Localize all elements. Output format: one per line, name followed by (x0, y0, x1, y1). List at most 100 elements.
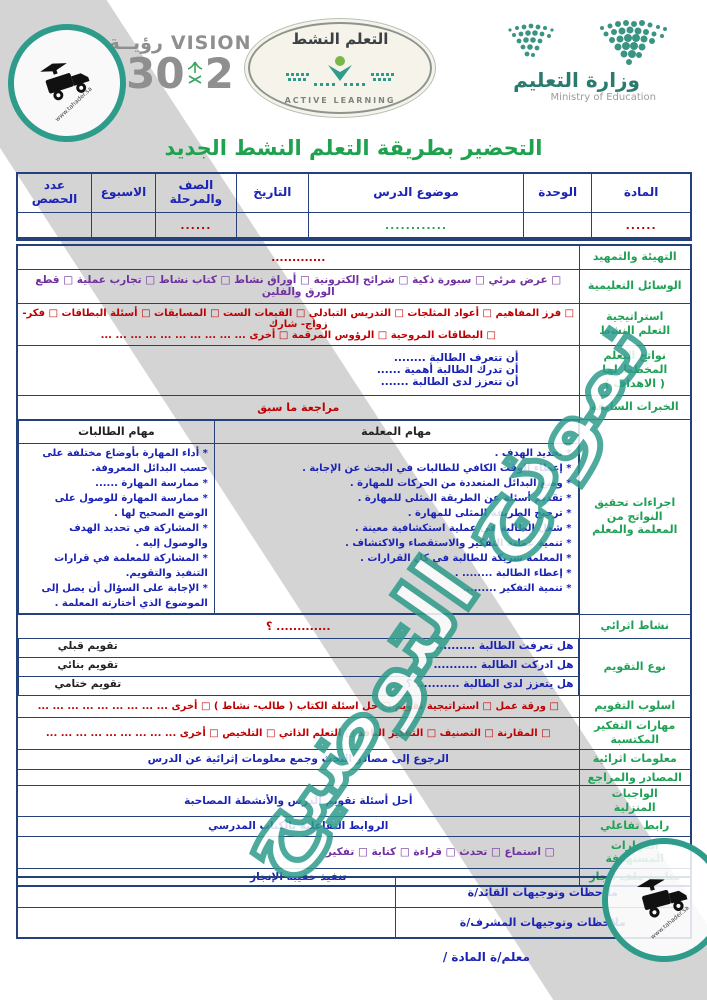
vision-year-left: 2 (204, 49, 234, 98)
teacher-task: * تقديم أسئلة عن الطريقة المثلى للمهارة … (357, 492, 572, 504)
row-prior-experiences: الخبرات السابقة مراجعة ما سبق (16, 394, 692, 420)
teacher-signature-label: معلم/ة المادة / (442, 950, 530, 964)
section-divider (16, 238, 692, 241)
teacher-task: * المعلمة شريكة للطالبة في كل القرارات . (360, 552, 572, 564)
tahader-stamp-icon: www.tahader.sa (588, 824, 707, 976)
evaluation-question: هل يتعزز لدى الطالبة ........... ؟ (156, 677, 578, 694)
row-warmup: التهيئة والتمهيد ............. (16, 244, 692, 270)
row-learning-outcomes: نواتج التعلم المخطط لها ( الاهداف ) أن ت… (16, 344, 692, 396)
row-enrichment-activity: نشاط اثرائي ............. ؟ (16, 613, 692, 639)
students-tasks-header: مهام الطالبات (18, 420, 215, 444)
row-interactive-link: رابط تفاعلي الروابط التفاعلية بالكتاب ال… (16, 815, 692, 837)
row-active-learning-strategy: استراتيجية التعلم النشط □ فرز المفاهيم □… (16, 302, 692, 346)
row-label: معلومات اثرائية (578, 748, 692, 770)
teacher-task: * إعطاء الوقت الكافي للطالبات في البحث ع… (302, 462, 572, 474)
teacher-task: * ترجيح الطريقة المثلى للمهارة . (407, 507, 572, 519)
teacher-task: * تنمية عملية التفكير والاستقصاء والاكتش… (345, 537, 572, 549)
info-value-unit (523, 212, 593, 239)
row-label: الوسائل التعليمية (578, 268, 692, 304)
row-evaluation-pre: نوع التقويم هل تعرفت الطالبة .......... … (16, 637, 692, 696)
row-label: التهيئة والتمهيد (578, 244, 692, 270)
vision-year-right: 30 (126, 49, 185, 98)
info-header-periods: عدد الحصص (16, 172, 92, 213)
row-label: الواجبات المنزلية (578, 785, 692, 817)
row-procedures: اجراءات تحقيق النواتج من المعلمة والمعلم… (16, 418, 692, 615)
evaluation-kind: تقويم ختامي (18, 677, 157, 694)
row-evaluation-formative: هل ادركت الطالبة ........... تقويم بنائي (16, 656, 691, 677)
vision-2030-logo: VISION رؤيــة 2 30 (105, 32, 255, 98)
row-sources-references: المصادر والمراجع (16, 768, 692, 787)
evaluation-question: هل ادركت الطالبة ........... (156, 658, 578, 675)
ministry-english-label: Ministry of Education (550, 92, 656, 103)
row-label: رابط تفاعلي (578, 815, 692, 837)
row-label: المصادر والمراجع (578, 768, 692, 787)
teacher-tasks-list: * تحديد الهدف . * إعطاء الوقت الكافي للط… (213, 442, 578, 613)
supervisor-notes-field (16, 907, 396, 939)
row-leader-notes: ملاحظات وتوجيهات القائد/ة (16, 876, 692, 908)
outcome-line: أن تدرك الطالبة أهمية ...... (376, 364, 519, 376)
row-label: نوع التقويم (578, 637, 692, 696)
info-value-lesson-topic: ............ (308, 212, 525, 239)
tahader-stamp-icon: www.tahader.sa (0, 8, 142, 158)
row-evaluation-summative: هل يتعزز لدى الطالبة ........... ؟ تقويم… (16, 675, 691, 696)
outcome-line: أن تتعزز لدى الطالبة ....... (380, 376, 519, 388)
teacher-task: * وضع البدائل المتعددة من الحركات للمهار… (349, 477, 572, 489)
student-task: * أداء المهارة بأوضاع مختلفة على حسب الب… (42, 447, 208, 474)
saudi-emblem-icon (187, 61, 202, 84)
truck-graduation-icon (40, 62, 90, 100)
student-task: * ممارسة المهارة ...... (95, 477, 208, 489)
notes-table: ملاحظات وتوجيهات القائد/ة ملاحظات وتوجيه… (16, 876, 692, 939)
page-header: VISION رؤيــة 2 30 التعلم النشط (0, 18, 707, 138)
teacher-task: * تنمية التفكير ......... (462, 582, 572, 594)
teacher-task: * تحديد الهدف . (494, 447, 572, 459)
info-header-subject: المادة (591, 172, 692, 213)
info-header-date: التاريخ (235, 172, 310, 213)
homework-value: أحل أسئلة تقويم الدرس والأنشطة المصاحبة (16, 785, 580, 817)
lesson-plan-table: التهيئة والتمهيد ............. الوسائل ا… (16, 244, 692, 888)
student-task: * الإجابة على السؤال أن يصل إلى الموضوع … (41, 582, 208, 609)
ministry-arabic-label: وزارة التعليم (513, 68, 640, 92)
row-label: استراتيجية التعلم النشط (578, 302, 692, 346)
info-value-week (90, 212, 157, 239)
row-label: نواتج التعلم المخطط لها ( الاهداف ) (578, 344, 692, 396)
target-skills-checkboxes: □ استماع □ تحدث □ قراءة □ كتابة □ تفكير (16, 835, 580, 869)
row-label: مهارات التفكير المكتسبة (578, 716, 692, 750)
enrichment-activity-value: ............. ؟ (16, 613, 580, 639)
info-header-grade-stage: الصف والمرحلة (155, 172, 237, 213)
info-value-grade-stage: ...... (155, 212, 237, 239)
evaluation-kind: تقويم قبلي (18, 639, 157, 656)
active-learning-arabic: التعلم النشط (291, 30, 389, 48)
info-value-periods (16, 212, 92, 239)
active-learning-figure-icon (286, 56, 394, 86)
evaluation-kind: تقويم بنائي (18, 658, 157, 675)
students-tasks-list: * أداء المهارة بأوضاع مختلفة على حسب الب… (18, 442, 215, 613)
student-task: * ممارسة المهارة للوصول على الوضع الصحيح… (54, 492, 208, 519)
teacher-task: * إعطاء الطالبة ........ . (454, 567, 572, 579)
teacher-task: * شغل الطالبة في عملية استكشافية معينة . (354, 522, 572, 534)
row-label: الخبرات السابقة (578, 394, 692, 420)
student-task: * المشاركة للمعلمة في قرارات التنفيذ وال… (54, 552, 208, 579)
active-learning-english: ACTIVE LEARNING (284, 96, 396, 105)
active-learning-logo: التعلم النشط ACTIVE LEARNING (248, 22, 432, 114)
info-header-week: الاسبوع (90, 172, 157, 213)
info-header-lesson-topic: موضوع الدرس (308, 172, 525, 213)
evaluation-inner-table: هل تعرفت الطالبة .......... تقويم قبلي (18, 639, 578, 656)
info-value-subject: ...... (591, 212, 692, 239)
prior-experiences-value: مراجعة ما سبق (16, 394, 580, 420)
teaching-aids-checkboxes: □ عرض مرئي □ سبورة ذكية □ شرائح إلكتروني… (16, 268, 580, 304)
truck-graduation-icon (636, 878, 688, 918)
row-target-skills: المهارات المستهدفة □ استماع □ تحدث □ قرا… (16, 835, 692, 869)
sources-value (16, 768, 580, 787)
strategy-checkboxes: □ فرز المفاهيم □ أعواد المثلجات □ التدري… (16, 302, 580, 346)
info-header-unit: الوحدة (523, 172, 593, 213)
evaluation-inner-table: هل يتعزز لدى الطالبة ........... ؟ تقويم… (18, 677, 578, 694)
learning-outcomes-list: أن تتعرف الطالبة ........ أن تدرك الطالب… (16, 344, 580, 396)
thinking-skills-checkboxes: □ المقارنة □ التصنيف □ التفكير الناقد □ … (16, 716, 580, 750)
strategy-line-2: □ البطاقات المروحية □ الرؤوس المرقمة □ أ… (100, 329, 496, 341)
row-label: نشاط اثرائي (578, 613, 692, 639)
ministry-dots-icon (508, 20, 667, 65)
enrichment-info-value: الرجوع إلى مصادر البحث وجمع معلومات إثرا… (16, 748, 580, 770)
interactive-link-value: الروابط التفاعلية بالكتاب المدرسي (16, 815, 580, 837)
row-homework: الواجبات المنزلية أحل أسئلة تقويم الدرس … (16, 785, 692, 817)
